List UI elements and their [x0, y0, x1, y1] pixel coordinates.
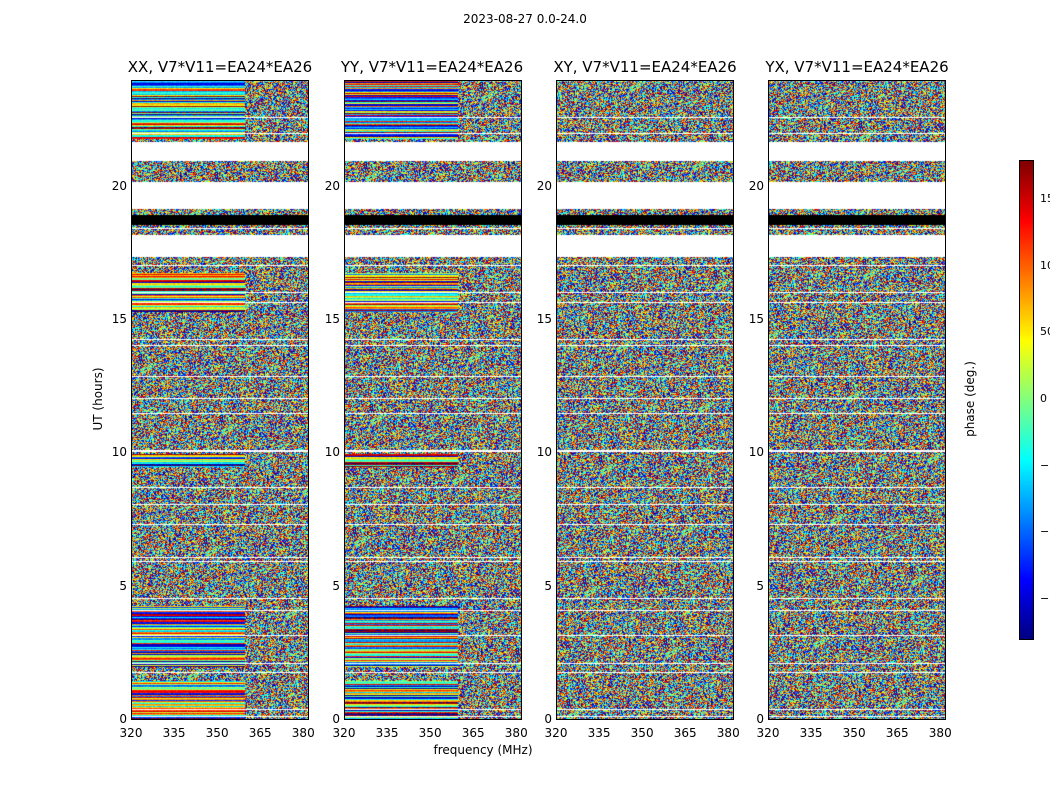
y-tick-label: 20	[748, 178, 764, 193]
y-tick-label: 10	[111, 445, 127, 460]
y-tick-label: 5	[332, 578, 340, 593]
panel-title-yy: YY, V7*V11=EA24*EA26	[340, 58, 524, 76]
y-tick-label: 10	[536, 445, 552, 460]
y-tick-label: 20	[536, 178, 552, 193]
y-tick-label: 20	[111, 178, 127, 193]
heatmap-canvas-xy	[556, 80, 734, 720]
y-tick-label: 10	[324, 445, 340, 460]
x-tick-label: 350	[418, 726, 442, 740]
y-tick-label: 20	[324, 178, 340, 193]
heatmap-panel-xx	[131, 80, 309, 720]
y-tick-label: 5	[756, 578, 764, 593]
x-tick-label: 335	[375, 726, 399, 740]
heatmap-panel-yy	[344, 80, 522, 720]
figure-suptitle: 2023-08-27 0.0-24.0	[463, 12, 587, 26]
x-tick-label: 350	[630, 726, 654, 740]
x-tick-label: 380	[291, 726, 315, 740]
y-tick-label: 15	[111, 312, 127, 326]
x-tick-label: 335	[587, 726, 611, 740]
x-tick-label: 380	[928, 726, 952, 740]
colorbar	[1019, 160, 1034, 640]
y-tick-label: 10	[748, 445, 764, 460]
y-tick-label: 0	[119, 712, 127, 726]
x-tick-label: 350	[842, 726, 866, 740]
y-tick-label: 0	[544, 712, 552, 726]
x-tick-label: 380	[504, 726, 528, 740]
x-tick-label: 365	[248, 726, 272, 740]
x-tick-label: 365	[461, 726, 485, 740]
x-tick-label: 380	[716, 726, 740, 740]
x-tick-label: 320	[332, 726, 356, 740]
colorbar-tick-label: 100	[1040, 258, 1050, 272]
x-tick-label: 365	[885, 726, 909, 740]
heatmap-panel-yx	[768, 80, 946, 720]
x-tick-label: 350	[205, 726, 229, 740]
colorbar-tick-label: −50	[1040, 458, 1050, 472]
colorbar-tick-label: −100	[1040, 525, 1050, 539]
panel-title-xy: XY, V7*V11=EA24*EA26	[553, 58, 737, 76]
panel-title-xx: XX, V7*V11=EA24*EA26	[127, 58, 313, 76]
x-tick-label: 335	[162, 726, 186, 740]
x-tick-label: 335	[799, 726, 823, 740]
colorbar-tick-label: −150	[1040, 592, 1050, 605]
colorbar-tick-label: 0	[1040, 392, 1047, 405]
x-tick-label: 365	[673, 726, 697, 740]
colorbar-tick-label: 150	[1040, 192, 1050, 205]
y-tick-label: 5	[544, 578, 552, 593]
y-tick-label: 15	[536, 312, 552, 326]
colorbar-tick-label: 50	[1040, 325, 1050, 339]
y-axis-label: UT (hours)	[91, 367, 105, 431]
y-tick-label: 15	[324, 312, 340, 326]
colorbar-label: phase (deg.)	[963, 361, 977, 437]
y-tick-label: 0	[756, 712, 764, 726]
x-tick-label: 320	[119, 726, 143, 740]
x-tick-label: 320	[544, 726, 568, 740]
y-tick-label: 5	[119, 578, 127, 593]
panel-title-yx: YX, V7*V11=EA24*EA26	[765, 58, 949, 76]
y-tick-label: 0	[332, 712, 340, 726]
y-tick-label: 15	[748, 312, 764, 326]
heatmap-canvas-yx	[768, 80, 946, 720]
heatmap-canvas-xx	[131, 80, 309, 720]
x-axis-label: frequency (MHz)	[433, 743, 533, 757]
heatmap-panel-xy	[556, 80, 734, 720]
heatmap-canvas-yy	[344, 80, 522, 720]
x-tick-label: 320	[756, 726, 780, 740]
